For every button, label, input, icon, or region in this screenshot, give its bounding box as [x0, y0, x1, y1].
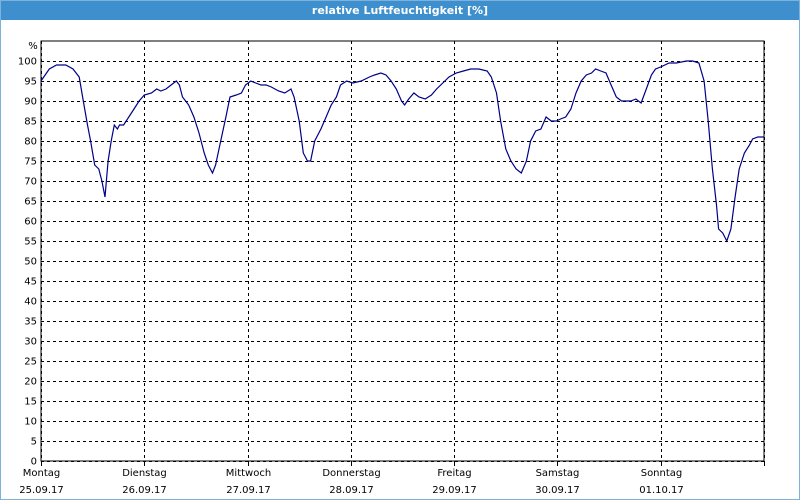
y-tick-label: 0	[31, 457, 37, 468]
x-tick-label: Mittwoch	[226, 468, 271, 479]
x-tick-label: Samstag	[536, 468, 580, 479]
y-axis-label: %	[28, 41, 38, 52]
y-tick-label: 100	[18, 57, 37, 68]
y-tick-label: 70	[24, 177, 37, 188]
x-tick-label: 28.09.17	[329, 485, 374, 496]
y-tick-label: 45	[24, 277, 37, 288]
x-tick-label: Freitag	[437, 468, 471, 479]
x-tick-label: 27.09.17	[226, 485, 271, 496]
y-tick-label: 50	[24, 257, 37, 268]
y-tick-label: 40	[24, 297, 37, 308]
x-tick-label: Montag	[23, 468, 60, 479]
x-tick-label: Sonntag	[641, 468, 683, 479]
y-tick-label: 15	[24, 397, 37, 408]
x-tick-label: 29.09.17	[432, 485, 477, 496]
x-tick-label: 25.09.17	[19, 485, 64, 496]
y-tick-label: 95	[24, 77, 37, 88]
y-tick-label: 20	[24, 377, 37, 388]
y-tick-label: 25	[24, 357, 37, 368]
y-tick-label: 5	[31, 437, 37, 448]
x-tick-label: 01.10.17	[639, 485, 684, 496]
chart-title: relative Luftfeuchtigkeit [%]	[1, 1, 799, 20]
plot-frame	[40, 40, 765, 462]
y-tick-label: 80	[24, 137, 37, 148]
x-tick-label: Donnerstag	[322, 468, 380, 479]
y-tick-label: 30	[24, 337, 37, 348]
y-tick-label: 35	[24, 317, 37, 328]
y-tick-label: 85	[24, 117, 37, 128]
x-tick-label: Dienstag	[122, 468, 167, 479]
y-tick-label: 55	[24, 237, 37, 248]
x-tick-label: 30.09.17	[535, 485, 580, 496]
y-tick-label: 65	[24, 197, 37, 208]
y-tick-label: 75	[24, 157, 37, 168]
y-tick-label: 10	[24, 417, 37, 428]
line-series	[40, 60, 764, 243]
y-tick-label: 60	[24, 217, 37, 228]
y-tick-label: 90	[24, 97, 37, 108]
x-tick-label: 26.09.17	[122, 485, 167, 496]
